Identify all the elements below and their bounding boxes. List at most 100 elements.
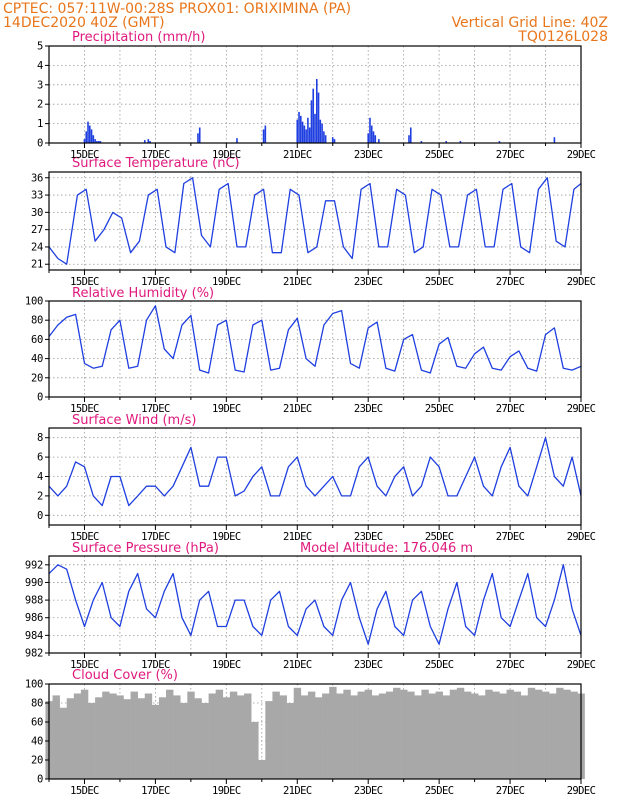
cloud-xtick-label: 23DEC: [354, 785, 383, 797]
wind-title: Surface Wind (m/s): [72, 413, 196, 428]
pressure-xtick-label: 19DEC: [212, 659, 241, 671]
rh-ytick-label: 80: [31, 315, 43, 327]
cloud-ytick-label: 20: [31, 755, 43, 767]
temp-xtick-label: 29DEC: [567, 276, 596, 288]
precip-bar: [264, 125, 267, 143]
precip-bar: [372, 131, 375, 143]
precip-ytick-label: 1: [37, 118, 43, 130]
cloud-bar: [272, 691, 280, 779]
cloud-ytick-label: 80: [31, 698, 43, 710]
precip-bar: [319, 119, 322, 143]
precip-panel: 0 1 2 3 4 5 15DEC 17DEC 19DEC 21DEC 23DEC 25DEC 27DE…: [37, 41, 596, 162]
cloud-bar: [322, 693, 330, 779]
wind-ytick-label: 0: [37, 510, 43, 522]
cloud-bar: [73, 693, 82, 779]
cloud-bar: [371, 695, 380, 779]
cloud-ytick-label: 0: [37, 774, 43, 786]
wind-ytick-label: 8: [37, 432, 43, 444]
precip-bar: [445, 141, 448, 143]
precip-bar: [96, 141, 98, 143]
cloud-xtick-label: 15DEC: [70, 785, 99, 797]
pressure-xtick-label: 25DEC: [425, 659, 454, 671]
pressure-xtick-label: 23DEC: [354, 659, 383, 671]
precip-ytick-label: 2: [37, 99, 43, 111]
precip-bar: [97, 141, 100, 143]
cloud-bar: [364, 689, 373, 779]
precip-bar: [324, 135, 327, 143]
temp-ytick-label: 36: [31, 172, 43, 184]
cloud-bar: [350, 695, 358, 779]
rh-xtick-label: 19DEC: [212, 403, 241, 415]
cloud-bar: [499, 693, 507, 779]
pressure-ytick-label: 986: [25, 612, 43, 624]
precip-bar: [305, 129, 307, 143]
precip-bar: [317, 92, 320, 143]
wind-xtick-label: 23DEC: [354, 531, 383, 543]
cloud-bar: [307, 691, 316, 779]
cloud-bar: [527, 687, 536, 779]
cloud-bar: [244, 693, 252, 779]
temp-xtick-label: 17DEC: [141, 276, 170, 288]
wind-xtick-label: 29DEC: [567, 531, 596, 543]
pressure-series-line: [48, 564, 582, 645]
pressure-ytick-label: 990: [25, 577, 43, 589]
precip-bar: [408, 135, 410, 143]
precip-bar: [301, 121, 304, 143]
cloud-bar: [421, 689, 429, 779]
pressure-ytick-label: 982: [25, 648, 43, 660]
cloud-bar: [343, 689, 351, 779]
rh-xtick-label: 29DEC: [567, 403, 596, 415]
cloud-bar: [485, 689, 493, 779]
rh-ytick-label: 100: [25, 296, 43, 308]
precip-bar: [197, 133, 199, 143]
cloud-bar: [102, 691, 110, 779]
temp-ytick-label: 30: [31, 207, 43, 219]
precip-bar: [83, 139, 86, 143]
wind-xtick-label: 17DEC: [141, 531, 170, 543]
pressure-frame: [48, 555, 582, 654]
cloud-bar: [208, 693, 216, 779]
cloud-bar: [471, 693, 479, 779]
cloud-bar: [492, 691, 500, 779]
cloud-bar: [293, 687, 302, 779]
precip-bar: [369, 117, 371, 143]
pressure-ytick-label: 992: [25, 559, 43, 571]
cloud-bar: [442, 695, 451, 779]
rh-frame: [48, 300, 582, 398]
cloud-bar: [506, 689, 514, 779]
pressure-xtick-label: 27DEC: [496, 659, 525, 671]
precip-bar: [303, 125, 306, 143]
cloud-bar: [251, 722, 259, 779]
cloud-bar: [215, 689, 224, 779]
cloud-ytick-label: 100: [25, 679, 43, 691]
cloud-bar: [407, 691, 415, 779]
cloud-bar: [449, 689, 458, 779]
precip-xtick-label: 21DEC: [283, 149, 312, 161]
cloud-bar: [336, 693, 344, 779]
precip-bar: [262, 129, 265, 143]
wind-ytick-label: 4: [37, 471, 43, 483]
cloud-bar: [400, 689, 408, 779]
cloud-panel: 0 20 40 60 80 100 15DEC 17DEC 19DEC 21DEC 23DEC 25D…: [25, 679, 596, 798]
cloud-bar: [80, 689, 89, 779]
cloud-ytick-label: 60: [31, 717, 43, 729]
cloud-bar: [236, 695, 245, 779]
precip-bar: [420, 141, 423, 143]
cloud-bar: [258, 760, 266, 779]
precip-title: Precipitation (mm/h): [72, 30, 205, 45]
cloud-bar: [329, 686, 337, 779]
rh-series-line: [48, 305, 582, 374]
cloud-title: Cloud Cover (%): [72, 668, 178, 683]
cloud-bar: [52, 695, 60, 779]
cloud-bar: [109, 693, 117, 779]
precip-ytick-label: 4: [37, 60, 43, 72]
cloud-bar: [59, 707, 68, 779]
precip-xtick-label: 23DEC: [354, 149, 383, 161]
cloud-bar: [456, 687, 465, 779]
precip-bar: [321, 123, 323, 143]
cloud-bar: [144, 693, 153, 779]
cloud-bar: [428, 693, 436, 779]
temp-xtick-label: 23DEC: [354, 276, 383, 288]
precip-xtick-label: 27DEC: [496, 149, 525, 161]
cloud-bar: [300, 695, 309, 779]
